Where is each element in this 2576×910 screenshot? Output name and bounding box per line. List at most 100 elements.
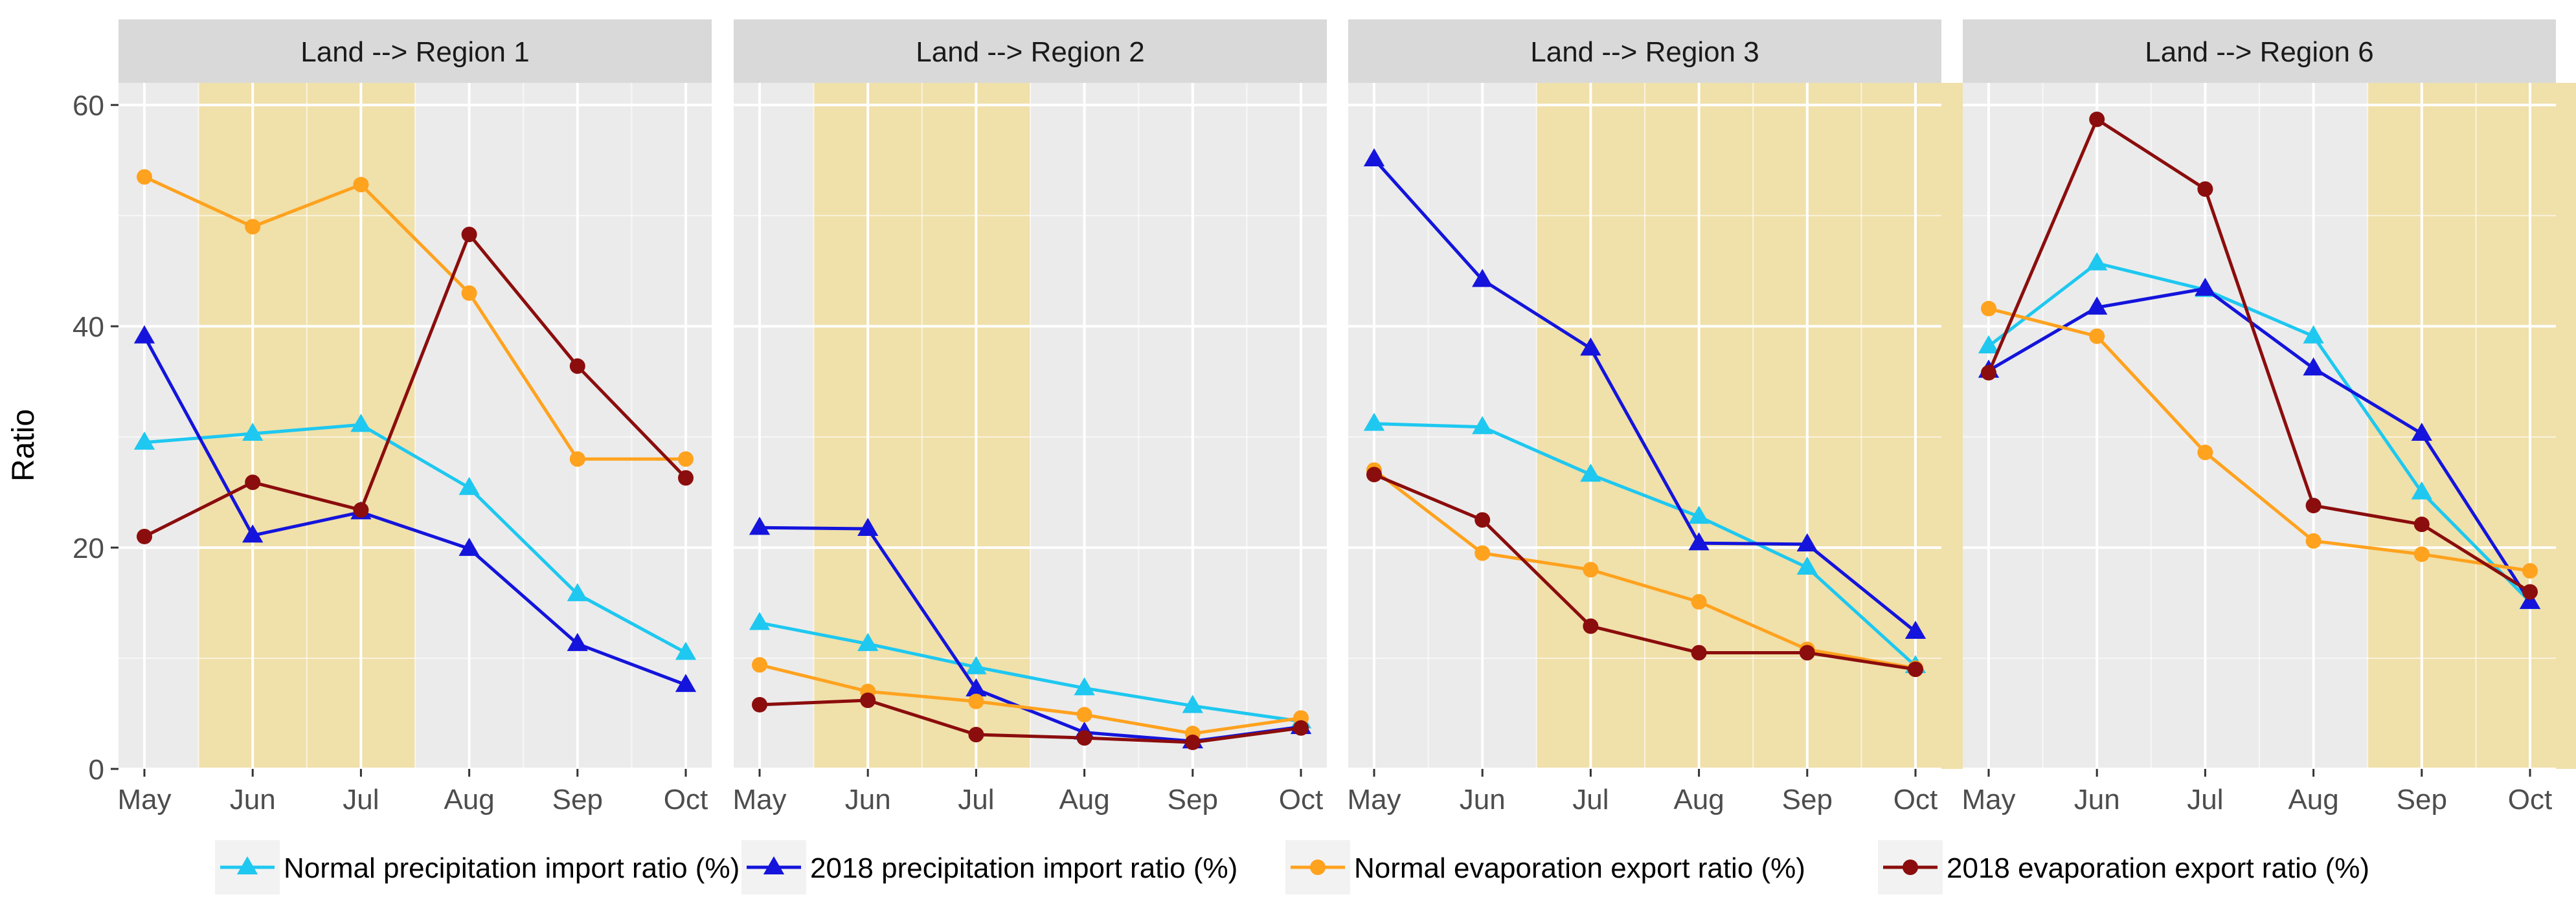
- data-point: [458, 537, 480, 556]
- series-line: [1373, 158, 1917, 633]
- data-point: [678, 470, 694, 486]
- x-tick-label: May: [117, 784, 171, 816]
- data-point: [137, 169, 152, 185]
- series-line: [1988, 307, 2531, 573]
- data-point: [1981, 364, 1996, 381]
- series-line: [1987, 261, 2531, 603]
- legend-key-marker: [1903, 860, 1918, 875]
- data-point: [1472, 269, 1493, 287]
- series-line: [759, 663, 1302, 735]
- data-point: [245, 219, 261, 235]
- data-point: [1474, 545, 1491, 561]
- data-point: [2197, 181, 2213, 197]
- data-point: [567, 632, 588, 651]
- data-point: [133, 325, 155, 344]
- y-axis: 0 20 40 60: [73, 90, 119, 786]
- data-point: [242, 422, 264, 441]
- data-point: [1076, 730, 1092, 746]
- x-tick-label: Jun: [2074, 784, 2120, 816]
- data-point: [133, 431, 155, 450]
- data-point: [2197, 445, 2213, 461]
- data-point: [2305, 533, 2322, 549]
- x-tick-label: Sep: [1168, 784, 1218, 816]
- data-point: [2413, 516, 2430, 533]
- data-point: [1366, 467, 1382, 483]
- data-point: [137, 528, 152, 544]
- data-point: [2305, 498, 2322, 514]
- data-point: [569, 451, 585, 467]
- legend-item: Normal evaporation export ratio (%): [1285, 840, 1805, 894]
- data-point: [1799, 645, 1815, 661]
- x-tick-label: May: [732, 784, 786, 816]
- data-point: [2086, 252, 2108, 271]
- data-point: [1978, 335, 2000, 353]
- data-point: [1904, 621, 1926, 639]
- x-tick-label: Jul: [1572, 784, 1609, 816]
- facet-title: Land --> Region 2: [916, 36, 1144, 68]
- data-point: [1580, 463, 1601, 482]
- data-point: [1796, 533, 1818, 551]
- data-point: [1182, 694, 1203, 713]
- data-point: [2413, 546, 2430, 562]
- data-point: [2303, 325, 2324, 344]
- data-point: [458, 476, 480, 495]
- facet-panel: Land --> Region 3 May Jun Jul Aug Sep Oct: [1347, 19, 1970, 816]
- facet-strip: [1348, 19, 1941, 83]
- data-point: [2411, 481, 2432, 500]
- data-point: [1688, 532, 1710, 551]
- x-tick-label: Jul: [958, 784, 994, 816]
- x-tick-label: Oct: [2508, 784, 2552, 816]
- data-point: [749, 516, 771, 535]
- legend-label: Normal precipitation import ratio (%): [284, 852, 740, 884]
- highlight-band: [2367, 83, 2576, 769]
- data-point: [675, 641, 697, 660]
- y-tick-label: 20: [73, 533, 104, 564]
- facet-strip: [734, 19, 1327, 83]
- series-line: [759, 621, 1302, 723]
- data-point: [1981, 300, 1996, 316]
- x-tick-label: Jun: [230, 784, 276, 816]
- data-point: [860, 693, 876, 708]
- legend-item: 2018 precipitation import ratio (%): [741, 840, 1237, 894]
- data-point: [1472, 416, 1493, 434]
- data-point: [966, 678, 987, 696]
- data-point: [1796, 556, 1818, 575]
- facet-panel: Land --> Region 2 May Jun Jul Aug Sep Oct: [732, 19, 1327, 816]
- legend-label: 2018 evaporation export ratio (%): [1947, 852, 2369, 884]
- x-tick-label: Oct: [664, 784, 708, 816]
- data-point: [353, 502, 369, 518]
- data-point: [2086, 296, 2108, 315]
- legend-key-marker: [236, 856, 258, 875]
- data-point: [461, 227, 477, 243]
- facet-title: Land --> Region 6: [2145, 36, 2373, 68]
- data-point: [678, 451, 694, 467]
- data-point: [752, 696, 767, 713]
- data-point: [461, 285, 477, 301]
- data-point: [752, 657, 767, 673]
- facet-panel: Land --> Region 6 May Jun Jul Aug Sep Oct: [1961, 19, 2576, 816]
- facet-title: Land --> Region 3: [1530, 36, 1759, 68]
- series-line: [142, 335, 686, 687]
- data-point: [2519, 590, 2541, 609]
- y-axis-label: Ratio: [6, 409, 41, 482]
- x-tick-label: Oct: [1279, 784, 1323, 816]
- legend-item: Normal precipitation import ratio (%): [215, 840, 740, 894]
- data-point: [1184, 734, 1201, 750]
- series-line: [1373, 422, 1917, 667]
- data-point: [1583, 562, 1599, 578]
- data-point: [1474, 512, 1491, 528]
- series-line: [143, 232, 687, 538]
- data-point: [2522, 562, 2538, 579]
- series-line: [1373, 469, 1916, 670]
- data-point: [749, 612, 771, 630]
- data-point: [675, 674, 697, 693]
- series-line: [144, 423, 687, 654]
- series-line: [143, 175, 686, 461]
- series-line: [1987, 117, 2531, 594]
- legend-item: 2018 evaporation export ratio (%): [1878, 840, 2369, 894]
- y-tick-label: 0: [89, 754, 104, 786]
- x-tick-label: Jun: [1460, 784, 1506, 816]
- data-point: [567, 583, 588, 601]
- x-tick-label: May: [1347, 784, 1401, 816]
